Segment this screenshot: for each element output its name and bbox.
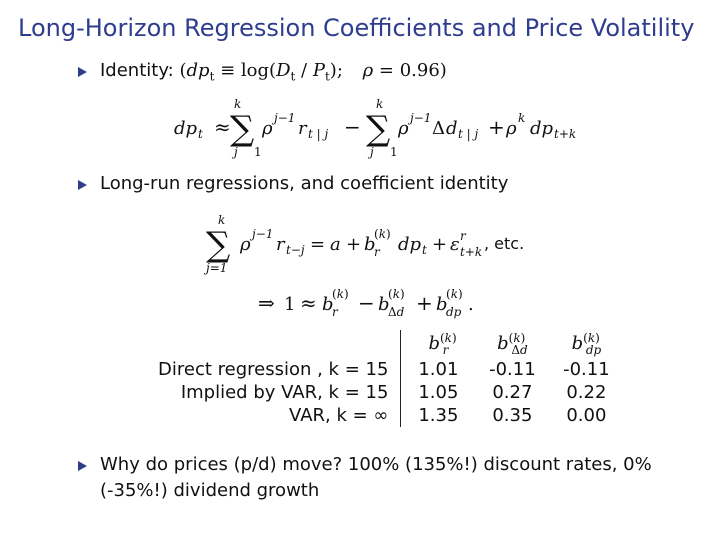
svg-text:Δd: Δd bbox=[388, 305, 405, 319]
svg-text:t | j: t | j bbox=[308, 127, 328, 141]
svg-text:r: r bbox=[460, 229, 467, 243]
bullet-1-text: Identity: (dpt ≡ log(Dt / Pt); ρ = 0.96) bbox=[100, 60, 447, 84]
cell-bd: 0.35 bbox=[492, 404, 533, 426]
cell-bdp: -0.11 bbox=[563, 358, 610, 380]
svg-text:ρ: ρ bbox=[261, 118, 273, 139]
svg-text:t−j: t−j bbox=[286, 243, 305, 257]
svg-text:+: + bbox=[416, 291, 433, 315]
svg-text:(k): (k) bbox=[446, 287, 463, 301]
svg-text:≈: ≈ bbox=[214, 115, 231, 139]
svg-text:dp: dp bbox=[398, 234, 422, 255]
svg-text:j: j bbox=[367, 145, 374, 159]
bullet-2-text: Long-run regressions, and coefficient id… bbox=[100, 173, 509, 194]
svg-text:(k): (k) bbox=[388, 287, 405, 301]
header-bd: b(k)Δd bbox=[497, 331, 528, 357]
svg-text:ρ: ρ bbox=[239, 234, 251, 255]
row-label: Direct regression , k = 15 bbox=[158, 358, 389, 380]
header-bdp: b(k)dp bbox=[571, 331, 602, 357]
bullet-3-line-1: Why do prices (p/d) move? 100% (135%!) d… bbox=[100, 454, 652, 475]
svg-text:+: + bbox=[346, 234, 361, 255]
svg-text:∑: ∑ bbox=[206, 225, 230, 265]
equation-identity: dp t ≈ k ∑ j 1 ρ j−1 r t | j − k ∑ j 1 ρ… bbox=[174, 97, 576, 159]
svg-text:+: + bbox=[432, 234, 447, 255]
svg-text:j−1: j−1 bbox=[407, 111, 431, 125]
cell-br: 1.35 bbox=[400, 403, 476, 427]
svg-text:ρ: ρ bbox=[505, 118, 517, 139]
svg-text:1: 1 bbox=[284, 294, 295, 315]
bullet-1-marker bbox=[78, 67, 87, 77]
etc-text: , etc. bbox=[484, 234, 525, 253]
svg-text:−: − bbox=[344, 115, 361, 139]
cell-bdp: 0.00 bbox=[566, 404, 607, 426]
svg-text:b: b bbox=[364, 234, 376, 255]
svg-text:t: t bbox=[422, 243, 427, 257]
svg-text:Δ: Δ bbox=[432, 118, 445, 139]
svg-text:k: k bbox=[234, 97, 241, 111]
svg-text:r: r bbox=[276, 234, 286, 255]
cell-bd: 0.27 bbox=[492, 381, 533, 403]
cell-br: 1.01 bbox=[400, 357, 476, 381]
svg-text:r: r bbox=[374, 245, 381, 259]
svg-text:t+k: t+k bbox=[554, 127, 576, 141]
table-row: VAR, k = ∞ 1.35 0.35 0.00 bbox=[150, 403, 623, 427]
svg-text:j−1: j−1 bbox=[249, 227, 273, 241]
svg-text:(k): (k) bbox=[332, 287, 349, 301]
slide-title: Long-Horizon Regression Coefficients and… bbox=[18, 14, 695, 42]
svg-text:∑: ∑ bbox=[230, 109, 254, 149]
svg-text:dp: dp bbox=[174, 118, 198, 139]
identity-definition: (dpt ≡ log(Dt / Pt); bbox=[179, 60, 349, 84]
svg-text:b: b bbox=[436, 294, 448, 315]
svg-text:∑: ∑ bbox=[366, 109, 390, 149]
svg-text:=: = bbox=[310, 234, 325, 255]
bullet-3-text: Why do prices (p/d) move? 100% (135%!) d… bbox=[100, 452, 652, 504]
svg-text:t+k: t+k bbox=[460, 245, 482, 259]
table-header-row: b(k)r b(k)Δd b(k)dp bbox=[150, 330, 623, 358]
table-header-empty bbox=[150, 330, 401, 358]
rho-value: ρ = 0.96) bbox=[362, 60, 447, 81]
table-row: Direct regression , k = 15 1.01 -0.11 -0… bbox=[150, 357, 623, 381]
bullet-1-label: Identity: bbox=[100, 60, 174, 81]
svg-text:dp: dp bbox=[530, 118, 554, 139]
svg-text:d: d bbox=[446, 118, 458, 139]
row-label: VAR, k = ∞ bbox=[289, 404, 389, 426]
svg-text:≈: ≈ bbox=[300, 291, 317, 315]
equation-coefficient-identity: ⇒ 1 ≈ b (k) r − b (k) Δd + b (k) dp . bbox=[258, 287, 474, 319]
svg-text:t | j: t | j bbox=[458, 127, 478, 141]
svg-text:.: . bbox=[468, 294, 474, 315]
table-row: Implied by VAR, k = 15 1.05 0.27 0.22 bbox=[150, 380, 623, 404]
bullet-3-line-2: (-35%!) dividend growth bbox=[100, 480, 320, 501]
equation-long-run-regression: k ∑ j=1 ρ j−1 r t−j = a + b (k) r dp t +… bbox=[203, 213, 482, 275]
svg-text:⇒: ⇒ bbox=[258, 291, 275, 315]
svg-text:b: b bbox=[322, 294, 334, 315]
row-label: Implied by VAR, k = 15 bbox=[180, 381, 389, 403]
svg-text:k: k bbox=[518, 111, 525, 125]
svg-text:r: r bbox=[298, 118, 308, 139]
svg-text:k: k bbox=[376, 97, 383, 111]
svg-text:(k): (k) bbox=[374, 227, 391, 241]
bullet-3-marker bbox=[78, 461, 87, 471]
svg-text:t: t bbox=[198, 127, 203, 141]
svg-text:ρ: ρ bbox=[397, 118, 409, 139]
header-br: b(k)r bbox=[400, 330, 476, 358]
svg-text:+: + bbox=[488, 115, 505, 139]
svg-text:b: b bbox=[378, 294, 390, 315]
svg-text:ε: ε bbox=[450, 234, 460, 255]
svg-text:dp: dp bbox=[446, 305, 462, 319]
cell-br: 1.05 bbox=[400, 380, 476, 404]
svg-text:k: k bbox=[218, 213, 225, 227]
svg-text:r: r bbox=[332, 305, 339, 319]
svg-text:j−1: j−1 bbox=[271, 111, 295, 125]
bullet-2-marker bbox=[78, 180, 87, 190]
coefficient-table: b(k)r b(k)Δd b(k)dp Direct regression , … bbox=[150, 330, 624, 427]
svg-text:1: 1 bbox=[254, 145, 262, 159]
svg-text:j: j bbox=[231, 145, 238, 159]
cell-bd: -0.11 bbox=[489, 358, 536, 380]
cell-bdp: 0.22 bbox=[566, 381, 607, 403]
svg-text:−: − bbox=[358, 291, 375, 315]
svg-text:a: a bbox=[330, 234, 341, 255]
svg-text:1: 1 bbox=[390, 145, 398, 159]
svg-text:j=1: j=1 bbox=[203, 261, 227, 275]
